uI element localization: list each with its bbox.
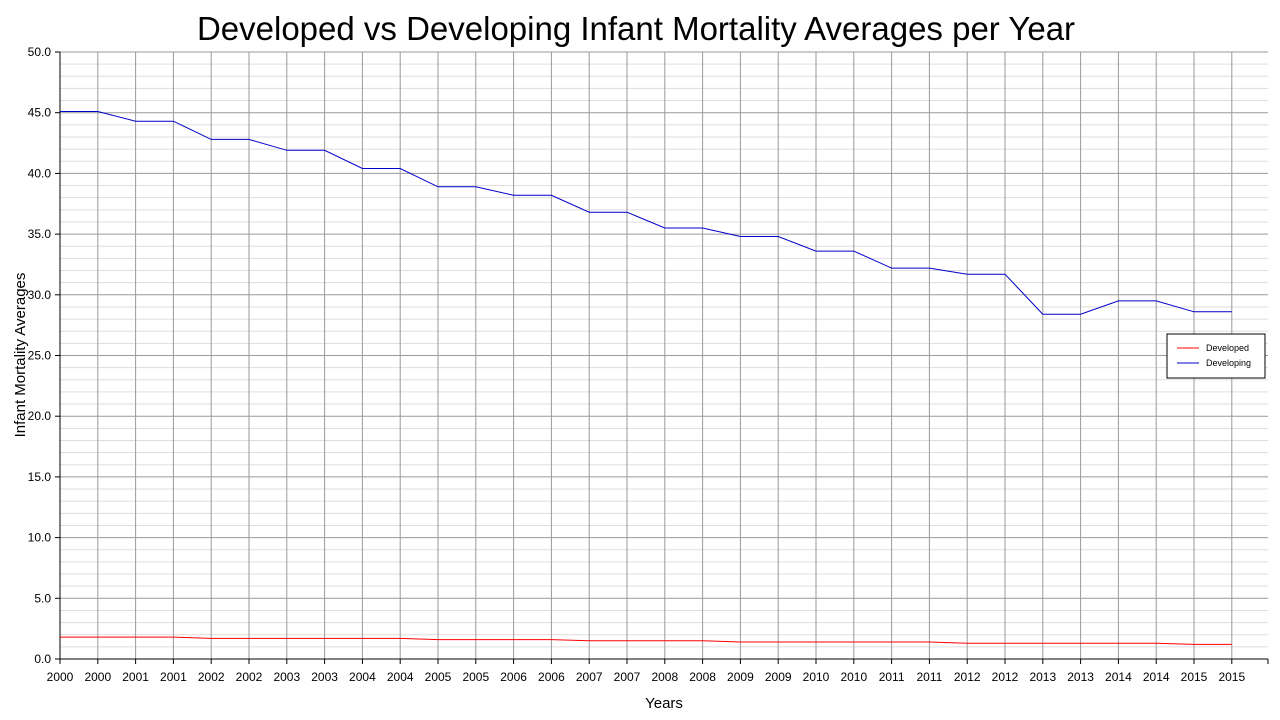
x-tick-label: 2000 <box>84 670 111 684</box>
x-tick-label: 2008 <box>651 670 678 684</box>
legend-label-developing: Developing <box>1206 358 1251 368</box>
x-tick-label: 2011 <box>879 670 905 684</box>
x-tick-label: 2001 <box>122 670 149 684</box>
y-tick-label: 5.0 <box>34 591 51 605</box>
x-tick-label: 2015 <box>1181 670 1208 684</box>
x-tick-label: 2009 <box>765 670 792 684</box>
y-tick-label: 15.0 <box>28 470 52 484</box>
series-line-developed <box>60 636 1232 645</box>
x-tick-label: 2004 <box>349 670 376 684</box>
y-tick-label: 0.0 <box>34 652 51 666</box>
legend-label-developed: Developed <box>1206 343 1249 353</box>
x-tick-label: 2012 <box>954 670 981 684</box>
y-tick-label: 20.0 <box>28 409 52 423</box>
x-tick-label: 2007 <box>614 670 641 684</box>
y-tick-label: 30.0 <box>28 288 52 302</box>
legend-box <box>1166 333 1266 379</box>
x-tick-label: 2002 <box>236 670 263 684</box>
x-tick-label: 2013 <box>1029 670 1056 684</box>
x-tick-label: 2015 <box>1218 670 1245 684</box>
x-tick-label: 2010 <box>803 670 830 684</box>
x-tick-label: 2003 <box>311 670 338 684</box>
x-tick-label: 2009 <box>727 670 754 684</box>
chart-title: Developed vs Developing Infant Mortality… <box>196 10 1076 47</box>
y-axis-title: Infant Mortality Averages <box>12 273 29 438</box>
x-tick-label: 2012 <box>992 670 1019 684</box>
y-tick-label: 40.0 <box>28 166 52 180</box>
x-tick-label: 2003 <box>273 670 300 684</box>
x-tick-label: 2010 <box>840 670 867 684</box>
x-tick-label: 2004 <box>387 670 414 684</box>
y-tick-label: 10.0 <box>28 531 52 545</box>
x-tick-label: 2000 <box>47 670 74 684</box>
x-tick-label: 2006 <box>500 670 527 684</box>
x-tick-label: 2013 <box>1067 670 1094 684</box>
series-line-developing <box>60 111 1232 315</box>
x-tick-label: 2007 <box>576 670 603 684</box>
y-tick-label: 25.0 <box>28 349 52 363</box>
y-tick-label: 50.0 <box>28 45 52 59</box>
x-tick-label: 2005 <box>425 670 452 684</box>
x-tick-label: 2008 <box>689 670 716 684</box>
x-axis-title: Years <box>645 695 683 712</box>
y-tick-label: 35.0 <box>28 227 52 241</box>
x-tick-label: 2006 <box>538 670 565 684</box>
x-tick-label: 2011 <box>916 670 942 684</box>
y-tick-label: 45.0 <box>28 106 52 120</box>
x-tick-label: 2014 <box>1105 670 1132 684</box>
x-tick-label: 2005 <box>462 670 489 684</box>
x-tick-label: 2002 <box>198 670 225 684</box>
x-tick-label: 2014 <box>1143 670 1170 684</box>
x-tick-label: 2001 <box>160 670 187 684</box>
